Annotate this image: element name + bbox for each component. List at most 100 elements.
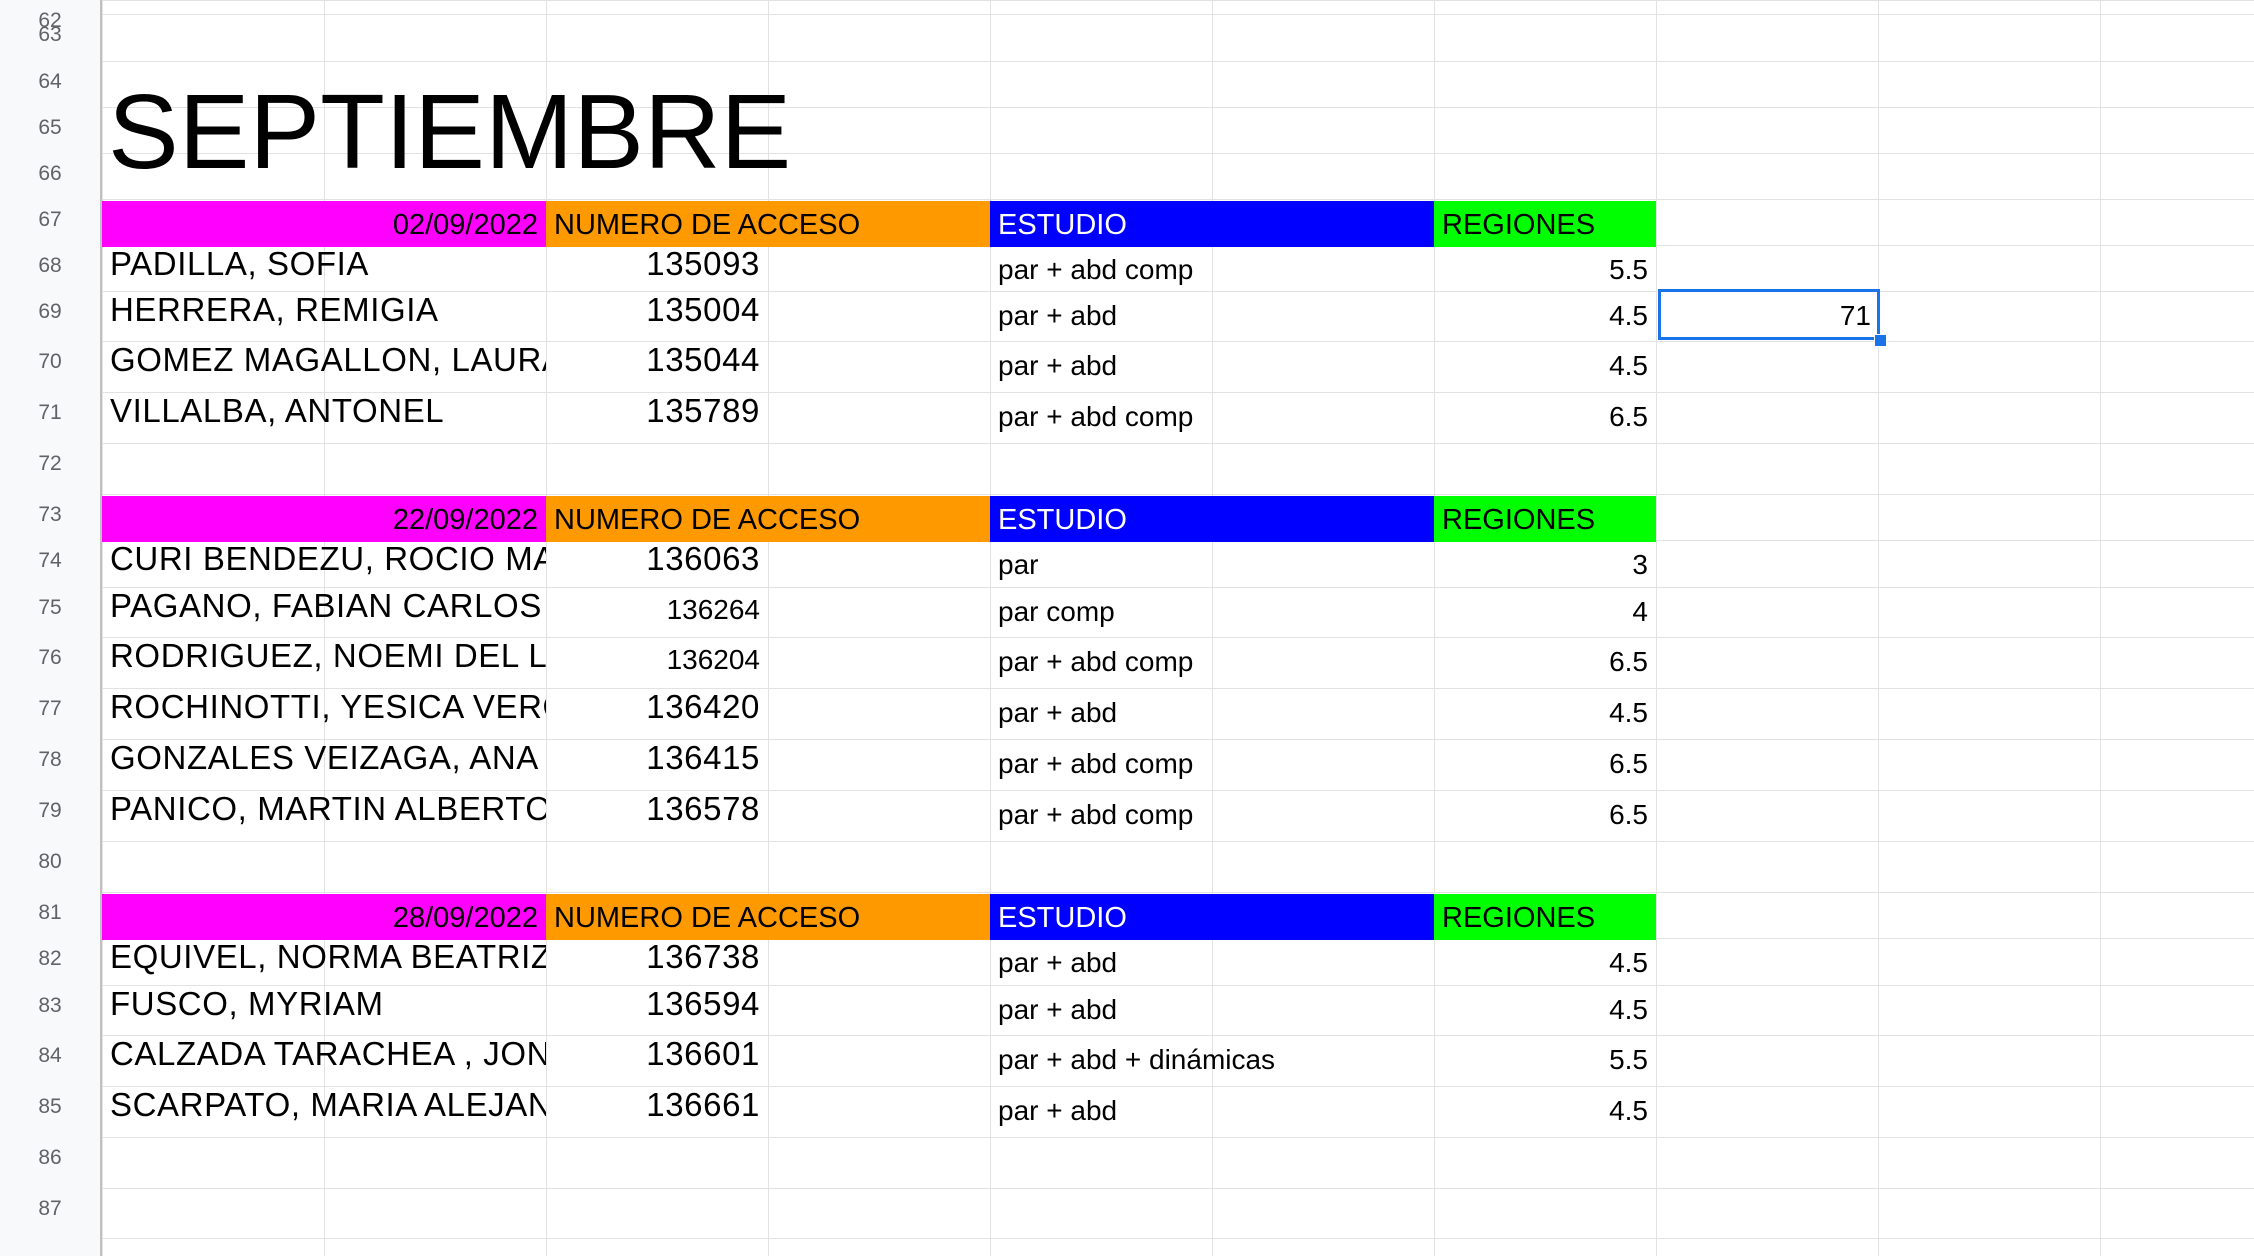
row-number[interactable]: 67	[0, 199, 100, 245]
row-number[interactable]: 73	[0, 494, 100, 540]
estudio-cell[interactable]: par + abd	[998, 350, 1118, 381]
access-number-cell[interactable]: 136264	[666, 594, 760, 625]
regiones-cell[interactable]: 6.5	[1609, 646, 1648, 677]
row-number[interactable]: 71	[0, 392, 100, 443]
patient-name-cell[interactable]: RODRIGUEZ, NOEMI DEL L	[110, 637, 546, 674]
regiones-cell[interactable]: 4.5	[1609, 1095, 1648, 1126]
patient-name-cell[interactable]: SCARPATO, MARIA ALEJAN	[110, 1086, 546, 1123]
row-number[interactable]: 66	[0, 153, 100, 199]
row-number[interactable]: 63	[0, 14, 100, 61]
patient-name-cell[interactable]: EQUIVEL, NORMA BEATRIZ	[110, 938, 546, 975]
regiones-cell[interactable]: 4.5	[1609, 947, 1648, 978]
row-number[interactable]: 77	[0, 688, 100, 739]
sheet-grid[interactable]: SEPTIEMBRE 02/09/2022 NUMERO DE ACCESO EST…	[102, 0, 2254, 1256]
estudio-cell[interactable]: par + abd	[998, 300, 1118, 331]
sheet-title[interactable]: SEPTIEMBRE	[108, 73, 792, 191]
row-number[interactable]: 80	[0, 841, 100, 892]
patient-name-cell[interactable]: CALZADA TARACHEA , JON	[110, 1035, 546, 1072]
header-regiones-cell[interactable]: REGIONES	[1434, 894, 1656, 940]
access-number-cell[interactable]: 135044	[646, 341, 760, 378]
estudio-cell[interactable]: par + abd + dinámicas	[998, 1044, 1276, 1075]
row-number[interactable]: 68	[0, 245, 100, 291]
selected-cell[interactable]: 71	[1658, 289, 1880, 340]
row-number[interactable]: 83	[0, 985, 100, 1035]
regiones-cell[interactable]: 5.5	[1609, 1044, 1648, 1075]
access-number-cell[interactable]: 136661	[646, 1086, 760, 1123]
header-date-cell[interactable]: 02/09/2022	[102, 201, 546, 247]
regiones-cell[interactable]: 5.5	[1609, 254, 1648, 285]
estudio-cell[interactable]: par + abd	[998, 947, 1118, 978]
row-number[interactable]: 74	[0, 540, 100, 587]
header-acceso-cell[interactable]: NUMERO DE ACCESO	[546, 894, 990, 940]
header-estudio-cell[interactable]: ESTUDIO	[990, 894, 1434, 940]
header-regiones-cell[interactable]: REGIONES	[1434, 496, 1656, 542]
regiones-cell[interactable]: 6.5	[1609, 401, 1648, 432]
row-number[interactable]: 82	[0, 938, 100, 985]
row-number[interactable]: 72	[0, 443, 100, 494]
estudio-cell[interactable]: par + abd comp	[998, 646, 1194, 677]
access-number-cell[interactable]: 136594	[646, 985, 760, 1022]
access-number-cell[interactable]: 136738	[646, 938, 760, 975]
header-date-cell[interactable]: 22/09/2022	[102, 496, 546, 542]
regiones-cell[interactable]: 4.5	[1609, 697, 1648, 728]
header-estudio-cell[interactable]: ESTUDIO	[990, 201, 1434, 247]
row-number[interactable]: 86	[0, 1137, 100, 1188]
row-number[interactable]: 64	[0, 61, 100, 107]
patient-name-cell[interactable]: GONZALES VEIZAGA, ANA	[110, 739, 539, 776]
row-number[interactable]: 78	[0, 739, 100, 790]
header-estudio-cell[interactable]: ESTUDIO	[990, 496, 1434, 542]
access-number-cell[interactable]: 136204	[666, 644, 760, 675]
estudio-cell[interactable]: par comp	[998, 596, 1115, 627]
patient-name-cell[interactable]: CURI BENDEZU, ROCIO MA	[110, 540, 546, 577]
row-gridline	[102, 1188, 2254, 1189]
row-number[interactable]: 69	[0, 291, 100, 341]
patient-name-cell[interactable]: PADILLA, SOFIA	[110, 245, 370, 282]
estudio-cell[interactable]: par + abd	[998, 1095, 1118, 1126]
patient-name-cell[interactable]: PAGANO, FABIAN CARLOS	[110, 587, 542, 624]
row-number[interactable]: 87	[0, 1188, 100, 1238]
regiones-cell[interactable]: 4.5	[1609, 994, 1648, 1025]
estudio-cell[interactable]: par + abd comp	[998, 254, 1194, 285]
access-number-cell[interactable]: 135789	[646, 392, 760, 429]
row-number[interactable]: 65	[0, 107, 100, 153]
access-number-cell[interactable]: 136420	[646, 688, 760, 725]
regiones-cell[interactable]: 3	[1632, 549, 1648, 580]
access-number-cell[interactable]: 136578	[646, 790, 760, 827]
estudio-cell[interactable]: par + abd comp	[998, 401, 1194, 432]
header-acceso-cell[interactable]: NUMERO DE ACCESO	[546, 201, 990, 247]
patient-name-cell[interactable]: ROCHINOTTI, YESICA VERO	[110, 688, 546, 725]
estudio-cell[interactable]: par + abd comp	[998, 748, 1194, 779]
estudio-cell[interactable]: par	[998, 549, 1039, 580]
access-number-cell[interactable]: 136063	[646, 540, 760, 577]
estudio-cell[interactable]: par + abd	[998, 697, 1118, 728]
patient-name-cell[interactable]: PANICO, MARTIN ALBERTO	[110, 790, 546, 827]
access-number-cell[interactable]: 136601	[646, 1035, 760, 1072]
fill-handle[interactable]	[1874, 334, 1887, 347]
regiones-cell[interactable]: 4.5	[1609, 300, 1648, 331]
regiones-cell[interactable]: 4.5	[1609, 350, 1648, 381]
patient-name-cell[interactable]: HERRERA, REMIGIA	[110, 291, 439, 328]
row-gridline	[102, 14, 2254, 15]
header-date-cell[interactable]: 28/09/2022	[102, 894, 546, 940]
header-acceso-cell[interactable]: NUMERO DE ACCESO	[546, 496, 990, 542]
row-number[interactable]: 62	[0, 0, 100, 61]
row-number[interactable]: 81	[0, 892, 100, 938]
access-number-cell[interactable]: 135004	[646, 291, 760, 328]
row-number[interactable]: 84	[0, 1035, 100, 1086]
regiones-cell[interactable]: 6.5	[1609, 748, 1648, 779]
estudio-cell[interactable]: par + abd comp	[998, 799, 1194, 830]
estudio-cell[interactable]: par + abd	[998, 994, 1118, 1025]
access-number-cell[interactable]: 135093	[646, 245, 760, 282]
access-number-cell[interactable]: 136415	[646, 739, 760, 776]
regiones-cell[interactable]: 6.5	[1609, 799, 1648, 830]
row-number[interactable]: 76	[0, 637, 100, 688]
patient-name-cell[interactable]: FUSCO, MYRIAM	[110, 985, 384, 1022]
row-number[interactable]: 85	[0, 1086, 100, 1137]
row-number[interactable]: 70	[0, 341, 100, 392]
patient-name-cell[interactable]: VILLALBA, ANTONEL	[110, 392, 445, 429]
patient-name-cell[interactable]: GOMEZ MAGALLON, LAURA	[110, 341, 546, 378]
row-number[interactable]: 79	[0, 790, 100, 841]
header-regiones-cell[interactable]: REGIONES	[1434, 201, 1656, 247]
regiones-cell[interactable]: 4	[1632, 596, 1648, 627]
row-number[interactable]: 75	[0, 587, 100, 637]
